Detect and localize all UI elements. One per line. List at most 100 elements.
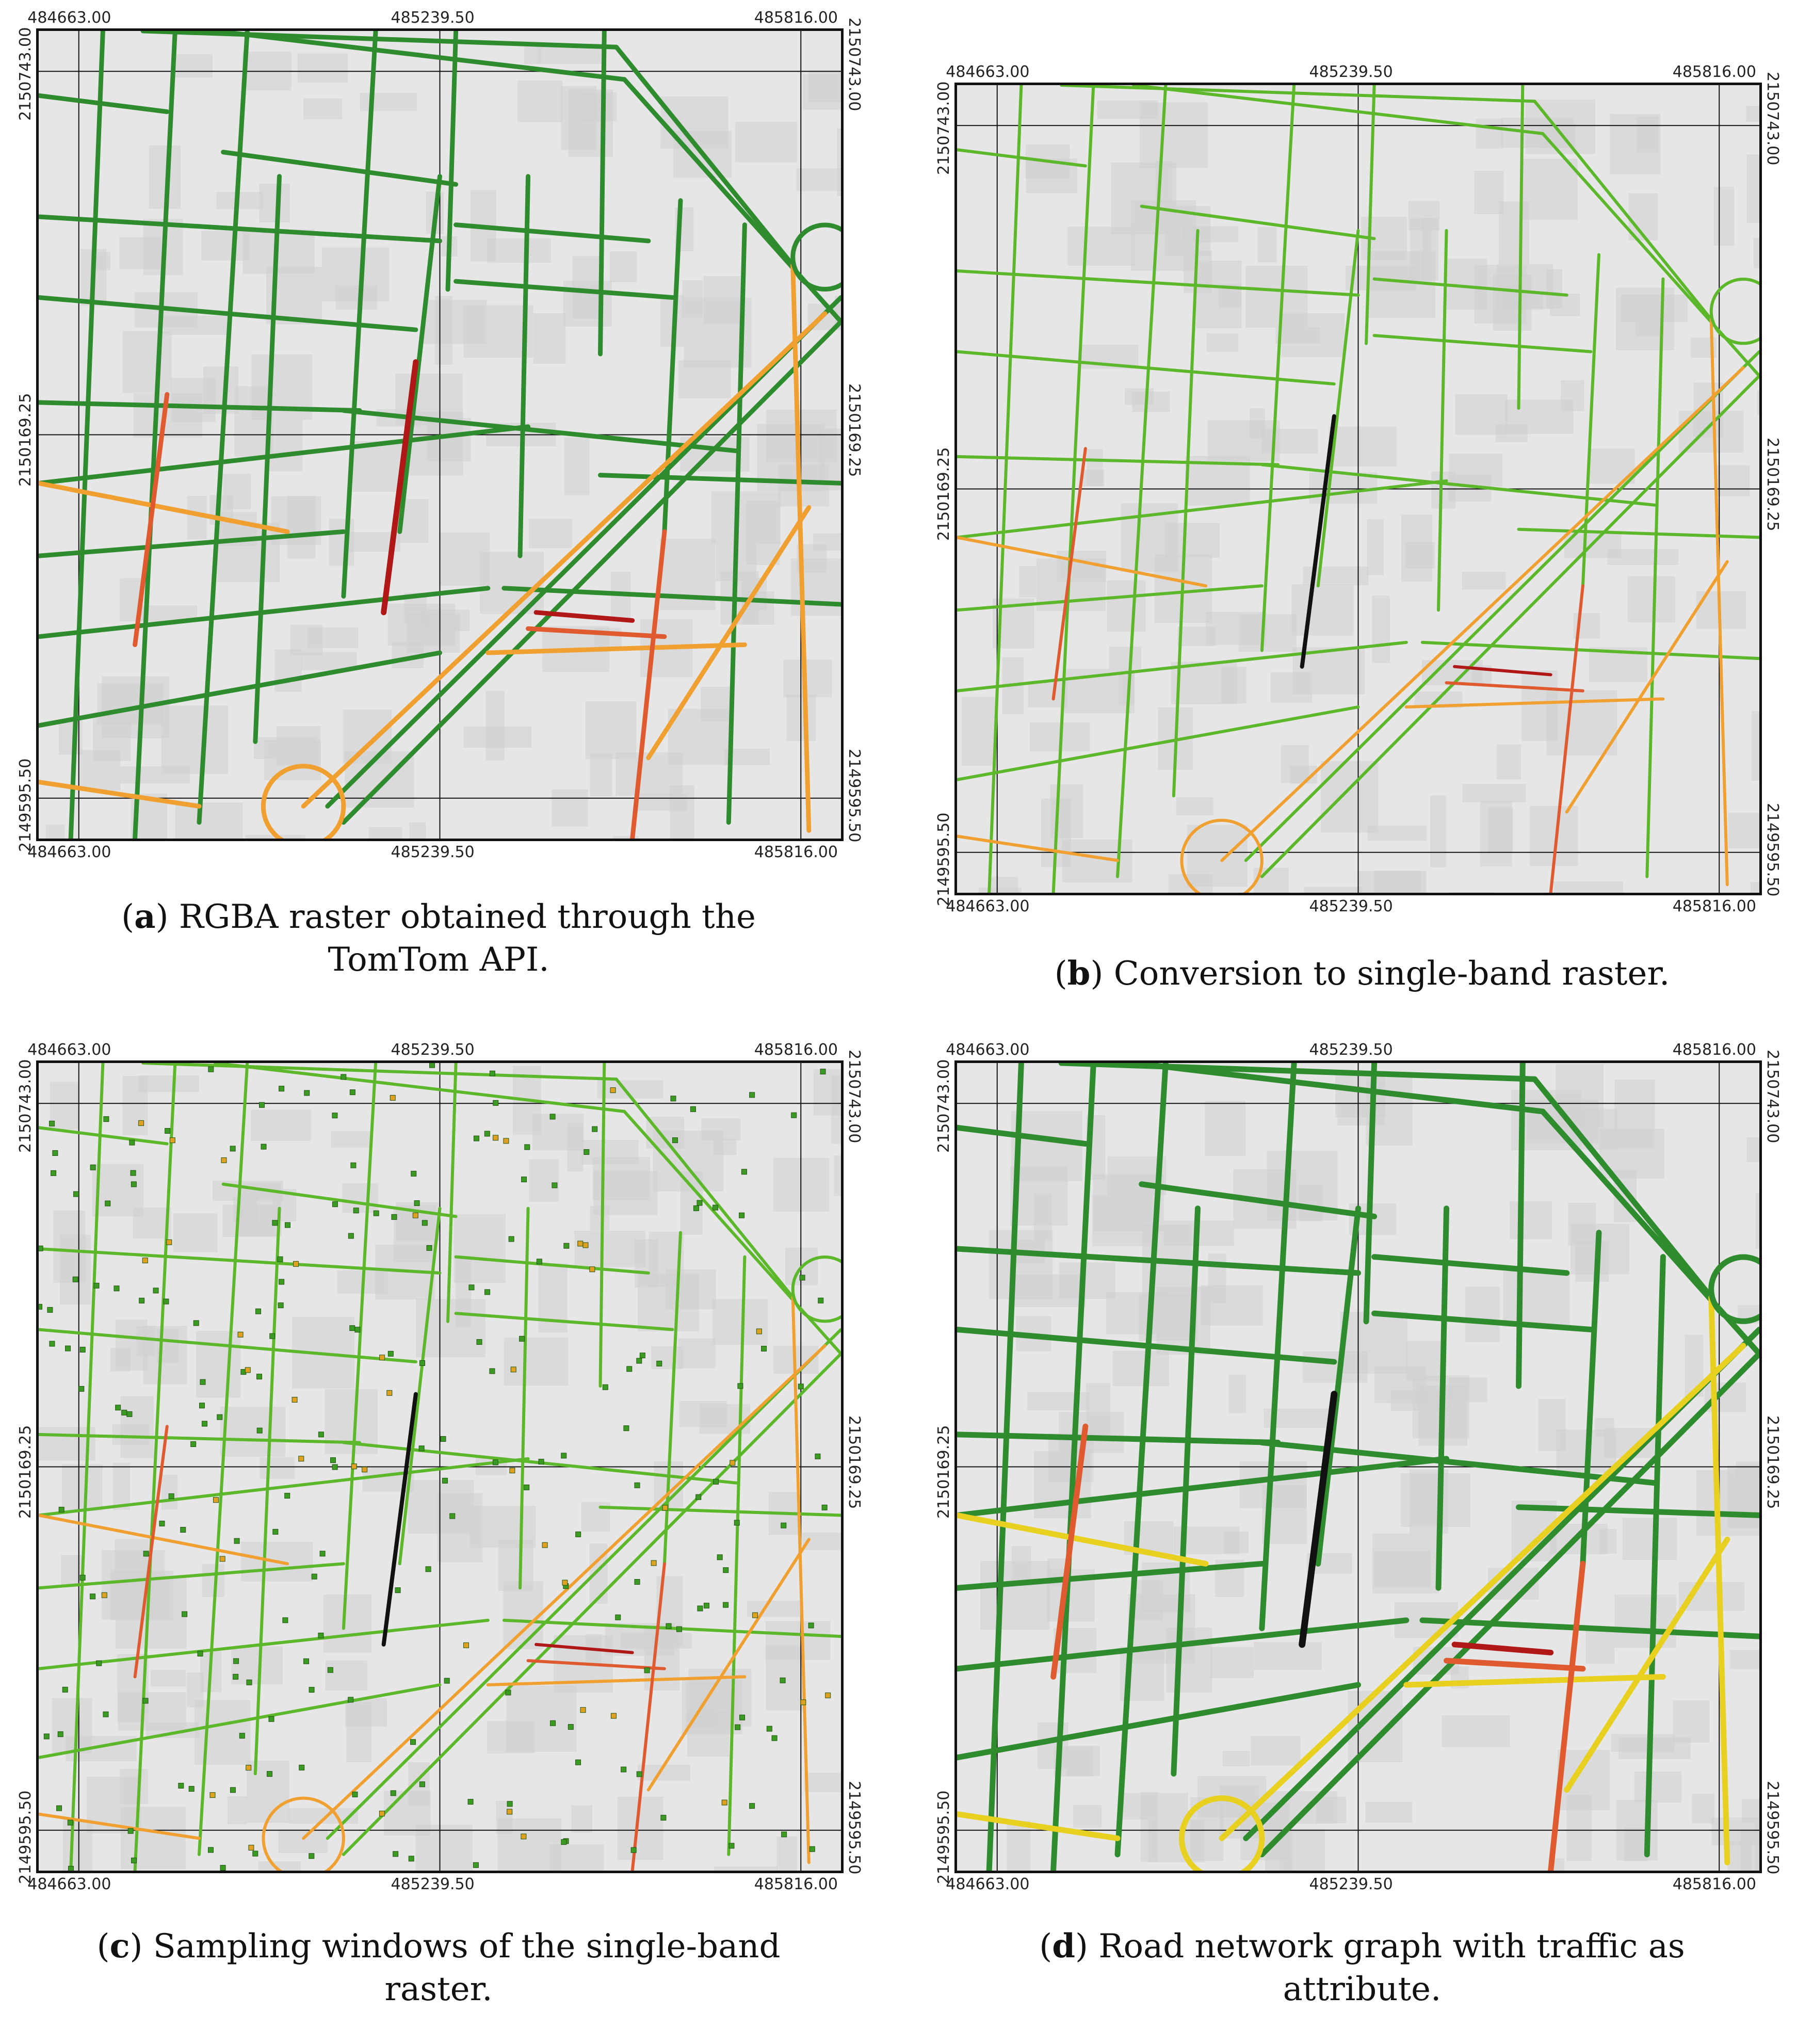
sampling-window	[730, 1460, 736, 1466]
road-free-flow	[1260, 85, 1296, 652]
sampling-window	[258, 1102, 265, 1108]
sampling-window	[761, 1345, 767, 1351]
sampling-window	[169, 1137, 175, 1144]
road-free-flow	[1172, 229, 1200, 798]
road-free-flow	[398, 1206, 442, 1566]
sampling-window	[723, 1567, 729, 1573]
caption-paren: (	[96, 1927, 110, 1966]
road-free-flow	[39, 1247, 442, 1275]
sampling-window	[52, 1150, 58, 1156]
road-free-flow	[1517, 527, 1759, 539]
building-block	[1713, 187, 1735, 246]
y-tick-label-right: 2150169.25	[845, 1415, 863, 1509]
roundabout	[790, 222, 841, 292]
sampling-window	[484, 1289, 491, 1295]
road-free-flow	[1372, 334, 1593, 353]
grid-lines	[957, 85, 1759, 893]
road-free-flow	[1244, 350, 1759, 862]
sampling-window	[717, 1554, 723, 1560]
y-tick-label-left: 2150169.25	[935, 447, 953, 541]
building-block	[1205, 1100, 1246, 1156]
building-block	[1112, 1351, 1169, 1386]
sampling-window	[351, 1463, 357, 1470]
road-free-flow	[1645, 277, 1665, 878]
sampling-window	[332, 1201, 338, 1208]
sampling-window	[509, 1468, 515, 1474]
caption-letter: d	[1052, 1927, 1075, 1966]
sampling-window	[103, 1711, 109, 1717]
sampling-window	[473, 1135, 479, 1141]
building-block	[1007, 1821, 1031, 1871]
x-tick-label-bottom: 485239.50	[391, 843, 475, 861]
building-block	[1476, 118, 1503, 149]
building-block	[322, 247, 390, 302]
sampling-window	[721, 1799, 727, 1806]
sampling-window	[237, 1331, 244, 1338]
sampling-window	[166, 1239, 172, 1245]
x-tick-label-bottom: 485239.50	[1309, 897, 1393, 915]
sampling-window	[723, 1602, 729, 1608]
sampling-window	[208, 1066, 214, 1072]
sampling-window	[615, 1614, 621, 1620]
sampling-window	[820, 1069, 826, 1075]
road-free-flow	[598, 1063, 606, 1388]
road-free-flow	[341, 319, 841, 825]
road-severe-traffic	[1451, 1641, 1554, 1655]
building-block	[112, 1462, 131, 1510]
building-block	[1462, 784, 1526, 803]
road-free-flow	[957, 1682, 1361, 1761]
building-block	[682, 280, 703, 318]
y-tick-label-right: 2150169.25	[1763, 437, 1782, 531]
building-block	[201, 231, 250, 261]
sampling-window	[379, 1810, 385, 1816]
road-heavy-traffic	[630, 529, 667, 839]
road-moderate-traffic	[1564, 1536, 1730, 1793]
sampling-window	[101, 1592, 107, 1598]
building-block	[609, 251, 637, 283]
road-free-flow	[598, 1505, 841, 1517]
building-block	[1634, 1771, 1682, 1802]
sampling-window	[440, 1436, 446, 1442]
road-free-flow	[1371, 1310, 1594, 1332]
road-free-flow	[1516, 1063, 1526, 1389]
sampling-window	[577, 1241, 584, 1247]
sampling-window	[467, 1799, 474, 1805]
sampling-window	[390, 1095, 396, 1101]
sampling-window	[114, 1285, 120, 1292]
building-block	[1304, 887, 1362, 893]
sampling-window	[207, 1847, 214, 1853]
building-block	[118, 1692, 186, 1731]
sampling-window	[180, 1527, 186, 1533]
sampling-window	[255, 1308, 262, 1314]
sampling-window	[552, 1182, 558, 1188]
sampling-window	[656, 1360, 662, 1366]
sampling-window	[825, 1692, 831, 1698]
building-block	[528, 519, 572, 549]
building-block	[487, 1721, 535, 1753]
road-free-flow	[140, 31, 619, 50]
road-free-flow	[957, 640, 1408, 693]
sampling-window	[505, 1689, 511, 1696]
road-moderate-traffic	[646, 505, 812, 760]
road-free-flow	[957, 455, 1280, 466]
sampling-window	[178, 1782, 184, 1789]
sampling-window	[468, 1284, 475, 1291]
building-block	[1430, 795, 1447, 867]
road-free-flow	[1532, 1076, 1714, 1300]
sampling-window	[507, 1801, 513, 1807]
building-block	[517, 81, 563, 122]
road-moderate-traffic	[39, 1514, 289, 1566]
building-block	[1210, 1647, 1254, 1678]
road-free-flow	[39, 586, 491, 639]
sampling-window	[791, 1112, 797, 1118]
building-block	[497, 1818, 562, 1871]
building-block	[1752, 711, 1759, 781]
road-network	[39, 31, 841, 839]
sampling-window	[190, 1441, 197, 1447]
building-block	[1575, 1241, 1609, 1282]
building-block	[45, 824, 65, 839]
sampling-window	[473, 1862, 479, 1868]
sampling-window	[234, 1538, 240, 1544]
building-block	[503, 1581, 543, 1649]
road-network	[957, 1063, 1759, 1871]
